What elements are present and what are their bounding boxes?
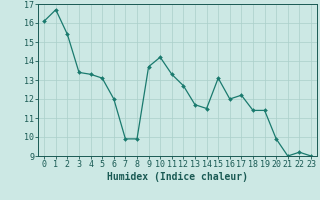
X-axis label: Humidex (Indice chaleur): Humidex (Indice chaleur)	[107, 172, 248, 182]
